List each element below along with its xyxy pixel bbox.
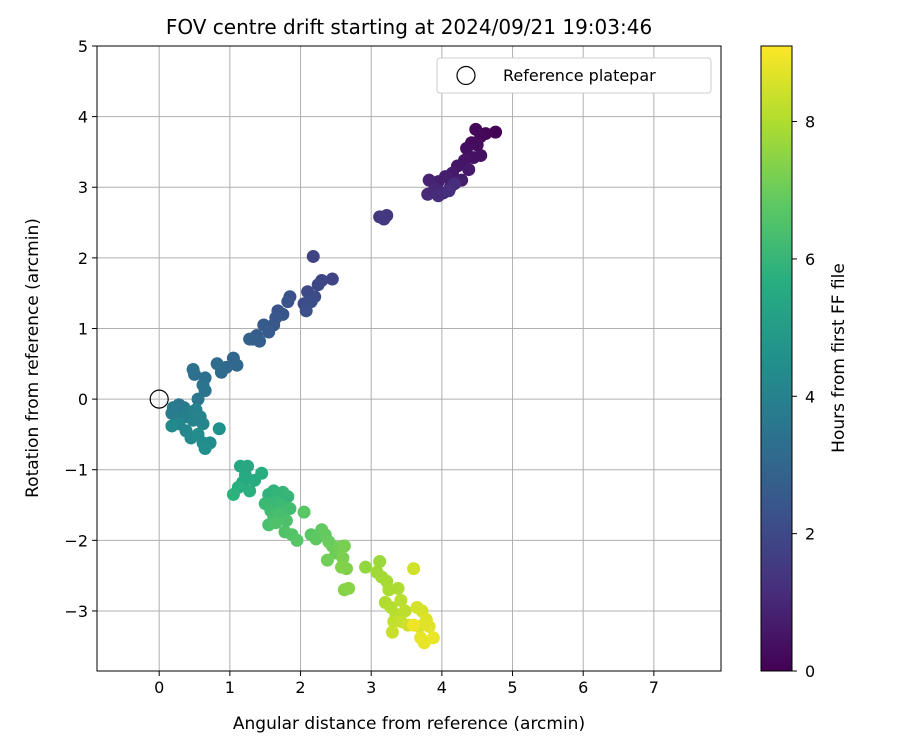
x-tick-label: 0 [154,678,164,697]
chart-title: FOV centre drift starting at 2024/09/21 … [166,15,652,39]
scatter-point [337,539,351,553]
colorbar-gradient [760,45,793,672]
x-tick-label: 6 [578,678,588,697]
scatter-point [394,593,408,607]
y-tick-label: 5 [78,37,88,56]
scatter-point [230,358,244,372]
y-tick-label: 3 [78,178,88,197]
x-tick-label: 5 [507,678,517,697]
y-axis-ticks: −3 −2 −1 0 1 2 3 4 5 [64,37,97,621]
scatter-point [290,533,304,547]
legend-box [436,57,712,94]
y-tick-label: 4 [78,108,88,127]
legend-marker-reference [456,65,476,86]
y-tick-label: 0 [78,390,88,409]
scatter-point [373,555,387,569]
scatter-point [311,278,325,292]
scatter-point [269,516,283,530]
x-tick-label: 7 [649,678,659,697]
scatter-point [335,560,349,574]
x-tick-label: 2 [295,678,305,697]
x-tick-label: 1 [225,678,235,697]
scatter-point [253,334,267,348]
scatter-point [279,514,293,528]
scatter-point [297,505,311,519]
reference-marker [149,389,169,409]
scatter-point [359,560,373,574]
y-tick-label: 1 [78,319,88,338]
scatter-point [442,184,456,198]
colorbar-label: Hours from first FF file [829,263,849,453]
scatter-point [421,187,435,201]
grid-lines [97,45,721,671]
scatter-point [212,422,226,436]
x-tick-label: 3 [366,678,376,697]
scatter-point [186,362,200,376]
scatter-point [262,325,276,339]
y-axis-label: Rotation from reference (arcmin) [23,218,43,498]
scatter-point [299,304,313,318]
plot-frame [96,45,722,672]
scatter-point [198,442,212,456]
scatter-point [391,581,405,595]
y-tick-label: 2 [78,249,88,268]
y-tick-label: −2 [64,531,88,550]
scatter-point [460,141,474,155]
scatter-point [462,163,476,177]
scatter-point [470,138,484,152]
scatter-point [377,212,391,226]
scatter-point [255,466,269,480]
y-tick-label: −1 [64,461,88,480]
scatter-point [407,618,421,632]
scatter-points [165,122,503,650]
x-tick-label: 4 [437,678,447,697]
y-tick-label: −3 [64,602,88,621]
scatter-point [320,553,334,567]
legend-label-reference: Reference platepar [503,66,656,85]
scatter-point [407,562,421,576]
scatter-point [422,620,436,634]
scatter-point [226,487,240,501]
scatter-point [191,392,205,406]
colorbar-tick-label: 8 [805,113,815,132]
x-axis-label: Angular distance from reference (arcmin) [233,714,585,734]
scatter-point [210,357,224,371]
colorbar-ticks: 0 2 4 6 8 [792,113,815,681]
scatter-point [196,417,210,431]
colorbar-tick-label: 4 [805,387,815,406]
scatter-point [165,419,179,433]
scatter-point [342,581,356,595]
colorbar-tick-label: 0 [805,662,815,681]
scatter-point [243,332,257,346]
scatter-point [489,125,503,139]
scatter-point [385,625,399,639]
scatter-point [281,295,295,309]
colorbar-tick-label: 6 [805,250,815,269]
colorbar: 0 2 4 6 8 Hours from first FF file [760,45,849,681]
legend: Reference platepar [436,57,712,94]
x-axis-ticks: 0 1 2 3 4 5 6 7 [154,671,659,697]
scatter-point [426,631,440,645]
scatter-point [325,272,339,286]
reference-platepar-marker [149,389,169,409]
colorbar-tick-label: 2 [805,525,815,544]
scatter-point [431,189,445,203]
scatter-point [398,604,412,618]
scatter-point [243,484,257,498]
scatter-point [306,249,320,263]
